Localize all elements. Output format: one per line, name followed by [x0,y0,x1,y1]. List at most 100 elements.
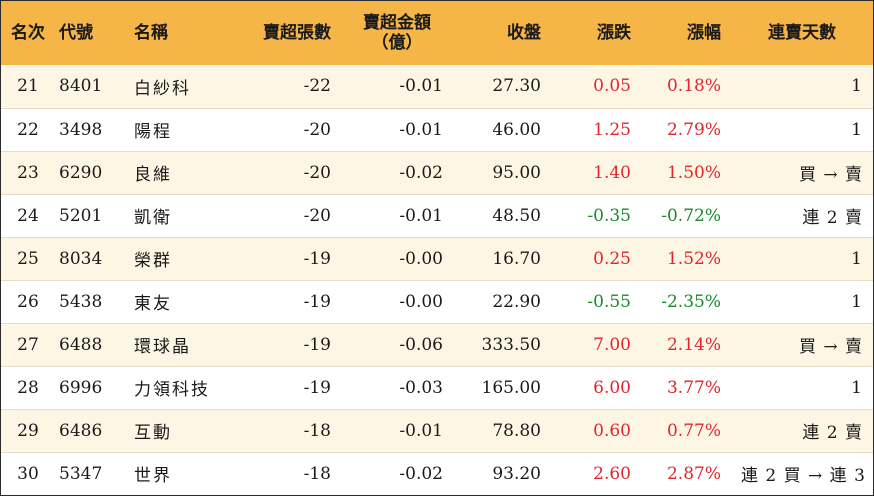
cell-change-pct: 2.87% [641,451,731,495]
cell-consecutive-days: 1 [731,279,873,323]
table-row[interactable]: 23 6290 良維 -20 -0.02 95.00 1.40 1.50% 買 → 賣 [1,150,873,194]
table-row[interactable]: 29 6486 互動 -18 -0.01 78.80 0.60 0.77% 連 2 賣 [1,408,873,452]
cell-change-pct: -0.72% [641,193,731,237]
table-row[interactable]: 26 5438 東友 -19 -0.00 22.90 -0.55 -2.35% 1 [1,279,873,323]
cell-net-sell-volume: -19 [229,279,341,323]
cell-code[interactable]: 6996 [49,365,124,409]
cell-change-pct: 0.77% [641,408,731,452]
cell-name[interactable]: 環球晶 [124,322,229,366]
cell-change: 2.60 [551,451,641,495]
cell-close: 48.50 [453,193,551,237]
cell-rank: 28 [1,365,49,409]
cell-close: 93.20 [453,451,551,495]
cell-close: 22.90 [453,279,551,323]
cell-net-sell-amount: -0.02 [341,451,453,495]
cell-code[interactable]: 5201 [49,193,124,237]
cell-change-pct: 0.18% [666,76,721,97]
cell-change-pct: 1.50% [641,150,731,194]
cell-net-sell-amount: -0.01 [341,107,453,151]
cell-consecutive-days: 1 [731,365,873,409]
cell-code[interactable]: 8034 [49,236,124,280]
cell-change: 1.40 [551,150,641,194]
cell-change-pct: -2.35% [641,279,731,323]
header-name[interactable]: 名稱 [134,23,168,43]
cell-net-sell-amount: -0.01 [399,76,443,97]
cell-net-sell-volume: -18 [229,451,341,495]
cell-change: 1.25 [551,107,641,151]
cell-rank: 22 [1,107,49,151]
cell-change: -0.35 [551,193,641,237]
cell-change: 7.00 [551,322,641,366]
cell-name[interactable]: 白紗科 [134,78,191,99]
table-row[interactable]: 30 5347 世界 -18 -0.02 93.20 2.60 2.87% 連 2 買 → 連 … [1,451,873,495]
header-change[interactable]: 漲跌 [597,23,631,43]
cell-code[interactable]: 5438 [49,279,124,323]
cell-change: -0.55 [551,279,641,323]
cell-rank: 26 [1,279,49,323]
header-net-sell-amount-line2: （億） [371,33,423,53]
cell-change-pct: 1.52% [641,236,731,280]
header-net-sell-amount[interactable]: 賣超金額 （億） [341,1,453,65]
cell-change-pct: 2.14% [641,322,731,366]
cell-net-sell-volume: -19 [229,236,341,280]
cell-name[interactable]: 互動 [124,408,229,452]
cell-net-sell-volume: -18 [229,408,341,452]
cell-consecutive-days: 連 2 買 → 連 3 賣 [731,451,873,495]
cell-net-sell-volume: -22 [303,76,331,97]
cell-code[interactable]: 8401 [59,76,103,97]
cell-consecutive-days: 買 → 賣 [731,322,873,366]
cell-net-sell-amount: -0.02 [341,150,453,194]
cell-consecutive-days: 連 2 賣 [731,408,873,452]
table-header: 名次 代號 名稱 賣超張數 賣超金額 （億） 收盤 漲跌 漲幅 連賣天數 [1,1,873,65]
cell-rank: 25 [1,236,49,280]
header-rank[interactable]: 名次 [11,23,45,43]
table-row[interactable]: 27 6488 環球晶 -19 -0.06 333.50 7.00 2.14% 買 → 賣 [1,322,873,366]
header-change-pct[interactable]: 漲幅 [687,23,721,43]
cell-code[interactable]: 5347 [49,451,124,495]
cell-name[interactable]: 凱衛 [124,193,229,237]
table-row[interactable]: 25 8034 榮群 -19 -0.00 16.70 0.25 1.52% 1 [1,236,873,280]
cell-change: 0.60 [551,408,641,452]
cell-rank: 24 [1,193,49,237]
table-row[interactable]: 21 8401 白紗科 -22 -0.01 27.30 0.05 0.18% 1 [1,65,873,108]
cell-name[interactable]: 世界 [124,451,229,495]
cell-rank: 29 [1,408,49,452]
cell-close: 165.00 [453,365,551,409]
table-row[interactable]: 28 6996 力領科技 -19 -0.03 165.00 6.00 3.77% 1 [1,365,873,409]
cell-net-sell-amount: -0.01 [341,193,453,237]
cell-code[interactable]: 6486 [49,408,124,452]
table-body: 21 8401 白紗科 -22 -0.01 27.30 0.05 0.18% 1 22 3498 陽程… [1,65,873,495]
cell-name[interactable]: 東友 [124,279,229,323]
cell-net-sell-volume: -20 [229,193,341,237]
cell-change-pct: 2.79% [641,107,731,151]
cell-change: 0.25 [551,236,641,280]
cell-name[interactable]: 良維 [124,150,229,194]
cell-net-sell-amount: -0.00 [341,279,453,323]
cell-rank: 30 [1,451,49,495]
cell-close: 16.70 [453,236,551,280]
cell-consecutive-days: 連 2 賣 [731,193,873,237]
header-row: 名次 代號 名稱 賣超張數 賣超金額 （億） 收盤 漲跌 漲幅 連賣天數 [1,1,873,65]
cell-name[interactable]: 榮群 [124,236,229,280]
cell-net-sell-volume: -19 [229,322,341,366]
header-close[interactable]: 收盤 [507,23,541,43]
table-row[interactable]: 22 3498 陽程 -20 -0.01 46.00 1.25 2.79% 1 [1,107,873,151]
header-code[interactable]: 代號 [59,23,93,43]
cell-code[interactable]: 6488 [49,322,124,366]
cell-close: 46.00 [453,107,551,151]
cell-code[interactable]: 3498 [49,107,124,151]
cell-name[interactable]: 陽程 [124,107,229,151]
cell-code[interactable]: 6290 [49,150,124,194]
cell-close: 95.00 [453,150,551,194]
cell-close: 27.30 [492,76,541,97]
cell-net-sell-amount: -0.00 [341,236,453,280]
cell-net-sell-amount: -0.01 [341,408,453,452]
cell-net-sell-amount: -0.03 [341,365,453,409]
cell-name[interactable]: 力領科技 [124,365,229,409]
table-row[interactable]: 24 5201 凱衛 -20 -0.01 48.50 -0.35 -0.72% 連 2 賣 [1,193,873,237]
cell-consecutive-days: 1 [731,107,873,151]
header-net-sell-volume[interactable]: 賣超張數 [263,23,331,43]
header-consecutive-days[interactable]: 連賣天數 [768,23,836,43]
